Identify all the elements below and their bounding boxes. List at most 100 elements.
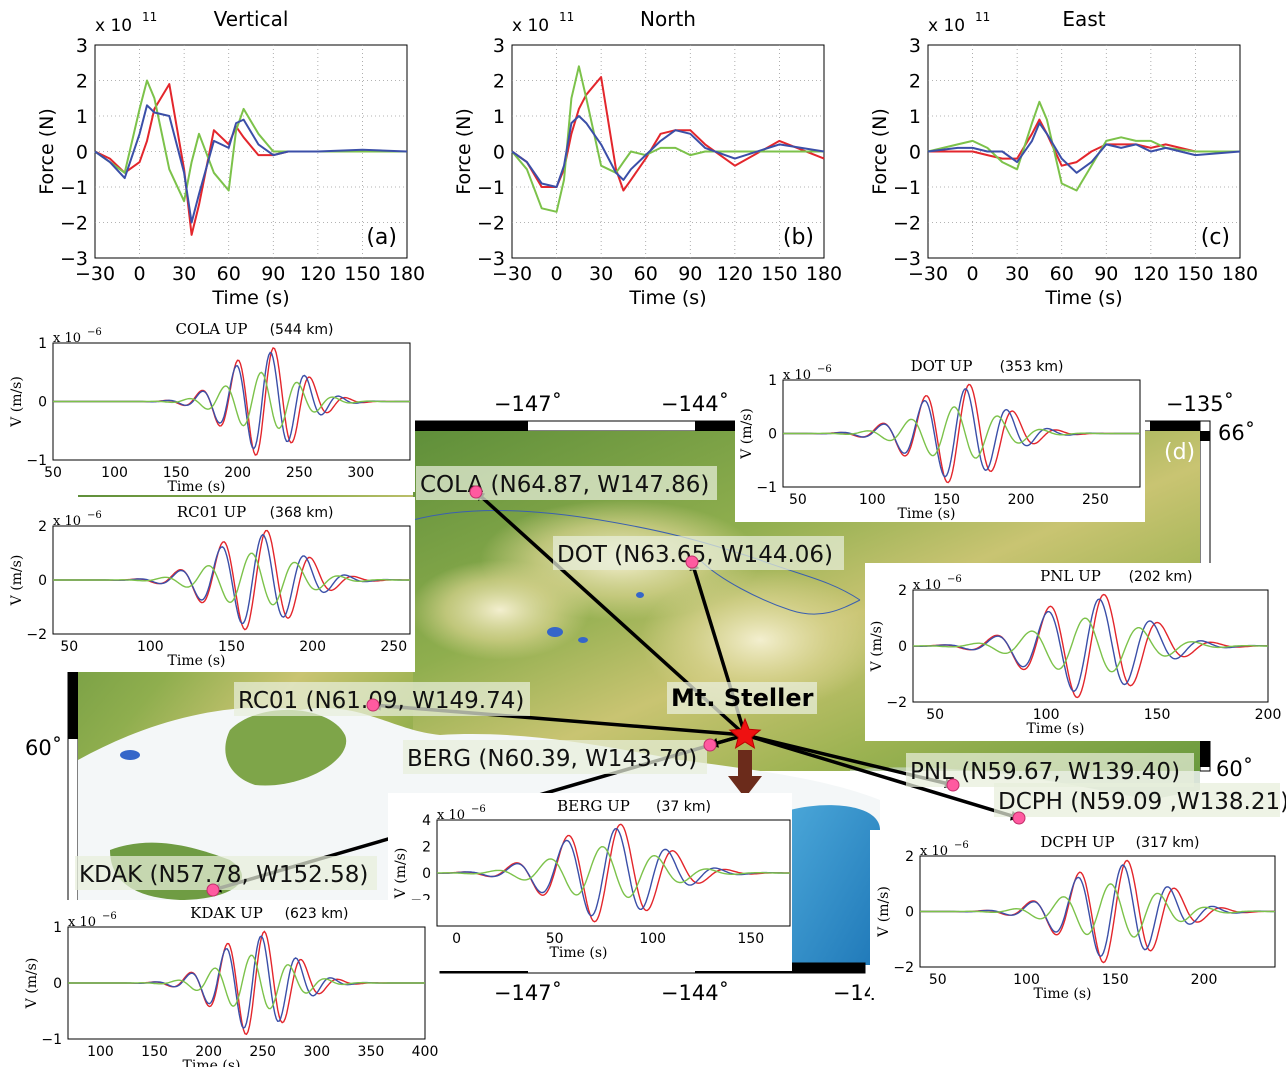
y-axis-label: Force (N) — [869, 108, 891, 194]
x-tick-label: 150 — [344, 263, 380, 285]
trace-green — [53, 552, 410, 606]
x-tick-label: 120 — [717, 263, 753, 285]
force-direction-arrow — [738, 750, 752, 778]
seismogram-title: BERG UP — [557, 797, 630, 815]
x-tick-label: 0 — [967, 263, 979, 285]
station-marker-dcph — [1012, 811, 1026, 825]
x-tick-label: 60 — [1050, 263, 1074, 285]
trace-green — [920, 883, 1275, 938]
x-tick-label: −30 — [75, 263, 115, 285]
y-exponent: x 10 — [437, 808, 465, 823]
force-chart-east: −30 0 30 60 90 120 150 180 3 2 1 0 −1 −2 −3 East x 10 11 (… — [869, 7, 1258, 309]
seismogram-distance: (623 km) — [285, 906, 349, 922]
x-tick-label: 50 — [60, 639, 78, 655]
trace-green — [783, 406, 1140, 459]
x-axis-label: Time (s) — [183, 1058, 241, 1067]
y-exponent-power: −6 — [947, 574, 962, 585]
x-tick-label: 250 — [249, 1044, 276, 1060]
y-tick-label: −2 — [477, 213, 505, 235]
x-tick-label: 100 — [1013, 972, 1040, 988]
x-tick-label: 150 — [1177, 263, 1213, 285]
y-exponent: x 10 — [53, 331, 81, 346]
y-exponent: x 10 — [68, 915, 96, 930]
y-tick-label: 0 — [76, 142, 88, 164]
y-tick-label: 0 — [422, 866, 431, 882]
y-tick-label: 1 — [768, 373, 777, 389]
y-axis-label: V (m/s) — [876, 886, 892, 938]
x-tick-label: 50 — [926, 707, 944, 723]
trace-green — [68, 954, 425, 1010]
x-tick-label: 90 — [261, 263, 285, 285]
station-marker-cola — [469, 485, 483, 499]
x-tick-label: 90 — [1094, 263, 1118, 285]
panel-label: (a) — [366, 225, 397, 250]
x-axis-label: Time (s) — [1027, 721, 1085, 737]
x-tick-label: −30 — [908, 263, 948, 285]
y-tick-label: 0 — [909, 142, 921, 164]
series-line-green — [927, 100, 1240, 192]
x-tick-label: 60 — [217, 263, 241, 285]
x-tick-label: 0 — [551, 263, 563, 285]
x-tick-label: 150 — [737, 931, 764, 947]
map-bottom-tick: −147˚ — [494, 981, 562, 1005]
y-tick-label: 3 — [909, 35, 921, 57]
x-tick-label: 50 — [546, 931, 564, 947]
y-axis-label: Force (N) — [36, 108, 58, 194]
y-tick-label: −1 — [756, 480, 777, 496]
seismogram-berg: BERG UP(37 km)x 10−6420−2−4050100150Time… — [388, 793, 792, 971]
x-tick-label: 100 — [639, 931, 666, 947]
y-exponent-power: −6 — [954, 840, 969, 851]
x-tick-label: 100 — [137, 639, 164, 655]
x-tick-label: 150 — [761, 263, 797, 285]
y-tick-label: 0 — [905, 905, 914, 921]
seismogram-title: PNL UP — [1040, 567, 1101, 585]
station-marker-pnl — [946, 778, 960, 792]
x-tick-label: 100 — [1033, 707, 1060, 723]
seismogram-distance: (317 km) — [1136, 835, 1200, 851]
map-right-lat-bottom: 60˚ — [1216, 757, 1253, 781]
x-tick-label: 60 — [634, 263, 658, 285]
x-tick-label: 90 — [678, 263, 702, 285]
y-axis-label: V (m/s) — [9, 376, 25, 428]
x-axis-label: Time (s) — [168, 479, 226, 495]
seismogram-distance: (353 km) — [1000, 359, 1064, 375]
y-axis-label: V (m/s) — [24, 958, 40, 1010]
x-tick-label: 150 — [218, 639, 245, 655]
y-exponent: x 10 — [928, 16, 965, 36]
station-label-rc01: RC01 (N61.09, W149.74) — [238, 688, 524, 714]
force-direction-arrowhead — [728, 776, 762, 798]
seismogram-title: DCPH UP — [1040, 833, 1114, 851]
y-exponent-power: 11 — [142, 10, 157, 24]
panel-label: (c) — [1201, 225, 1230, 250]
y-tick-label: −3 — [477, 248, 505, 270]
y-axis-label: Force (N) — [453, 108, 475, 194]
x-tick-label: 50 — [929, 972, 947, 988]
y-tick-label: −1 — [477, 177, 505, 199]
x-tick-label: 180 — [806, 263, 842, 285]
station-label-bg — [994, 783, 1280, 817]
x-tick-label: 300 — [347, 465, 374, 481]
y-tick-label: 3 — [76, 35, 88, 57]
x-tick-label: 120 — [1133, 263, 1169, 285]
map-panel-label: (d) — [1164, 440, 1195, 465]
x-tick-label: 30 — [172, 263, 196, 285]
series-line-green — [511, 65, 824, 213]
trace-green — [437, 845, 791, 899]
seismogram-distance: (37 km) — [656, 799, 711, 815]
station-label-bg — [416, 466, 717, 500]
y-tick-label: 0 — [493, 142, 505, 164]
y-exponent: x 10 — [920, 844, 948, 859]
station-marker-dot — [685, 555, 699, 569]
x-axis-label: Time (s) — [211, 287, 289, 309]
y-axis-label: V (m/s) — [869, 621, 885, 673]
seismogram-title: COLA UP — [175, 320, 247, 338]
y-tick-label: −2 — [886, 695, 907, 711]
x-tick-label: 30 — [1005, 263, 1029, 285]
x-tick-label: 0 — [134, 263, 146, 285]
seismogram-title: DOT UP — [911, 357, 973, 375]
x-tick-label: 180 — [389, 263, 425, 285]
y-tick-label: 2 — [38, 519, 47, 535]
y-tick-label: −1 — [893, 177, 921, 199]
x-tick-label: 150 — [141, 1044, 168, 1060]
chart-title: Vertical — [214, 7, 289, 31]
